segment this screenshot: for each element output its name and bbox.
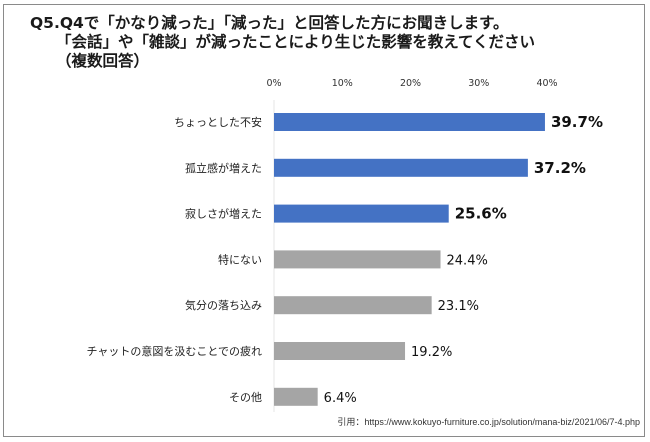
data-label: 6.4% <box>324 391 357 406</box>
data-label: 24.4% <box>447 253 488 268</box>
title-line-3: （複数回答） <box>56 52 150 70</box>
bar <box>274 342 406 360</box>
title-line-2: 「会話」や「雑談」が減ったことにより生じた影響を教えてください <box>56 33 535 51</box>
category-label: 孤立感が増えた <box>185 161 262 175</box>
category-label: チャットの意図を汲むことでの疲れ <box>86 344 262 358</box>
category-label: 特にない <box>218 252 262 266</box>
data-label: 23.1% <box>438 299 479 314</box>
tick-label: 20% <box>400 78 421 89</box>
category-label: その他 <box>229 391 262 404</box>
category-label: 気分の落ち込み <box>185 298 262 312</box>
tick-label: 30% <box>468 78 489 89</box>
bar <box>274 204 449 223</box>
data-label: 19.2% <box>411 345 452 360</box>
tick-label: 40% <box>536 78 557 89</box>
chart-title: Q5.Q4で「かなり減った」「減った」と回答した方にお聞きします。 「会話」や「… <box>30 14 535 71</box>
data-label: 25.6% <box>455 205 507 223</box>
bar <box>274 113 545 131</box>
bar <box>274 250 441 269</box>
data-label: 39.7% <box>551 113 603 131</box>
source-citation: 引用：https://www.kokuyo-furniture.co.jp/so… <box>337 417 640 427</box>
bar <box>274 387 318 406</box>
category-label: ちょっとした不安 <box>174 115 262 129</box>
bar <box>274 158 528 177</box>
category-label: 寂しさが増えた <box>185 207 262 221</box>
tick-label: 10% <box>332 78 353 89</box>
bar <box>274 296 432 315</box>
data-label: 37.2% <box>534 159 586 177</box>
tick-label: 0% <box>266 78 281 89</box>
title-line-1: Q5.Q4で「かなり減った」「減った」と回答した方にお聞きします。 <box>30 14 509 32</box>
